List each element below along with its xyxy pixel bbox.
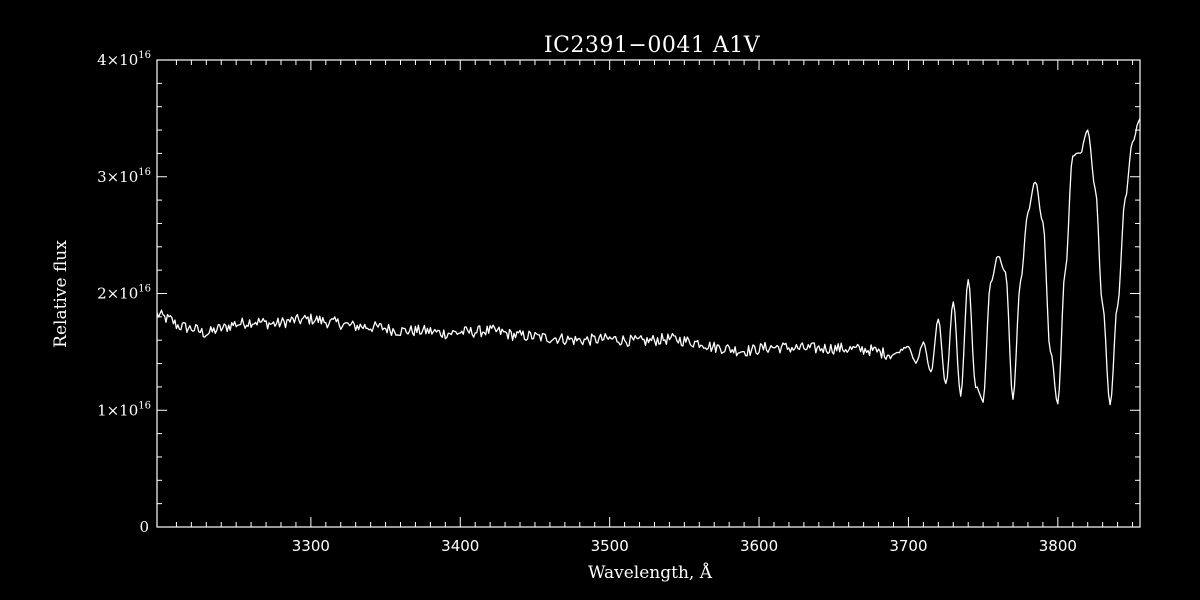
x-tick-label: 3300 [292, 537, 330, 555]
y-tick-exponent: 16 [138, 50, 151, 61]
x-axis-label: Wavelength, Å [588, 562, 713, 583]
y-tick-label: 1×1016 [97, 400, 151, 419]
x-tick-label: 3600 [740, 537, 778, 555]
y-tick-label: 4×1016 [97, 50, 151, 69]
series-line-0 [156, 118, 1141, 406]
y-tick-base: 3×10 [97, 168, 138, 186]
y-tick-base: 4×10 [97, 51, 138, 69]
x-tick-label: 3500 [591, 537, 629, 555]
x-tick-labels: 3300 3400 3500 3600 3700 3800 [292, 537, 1077, 555]
y-axis-label: Relative flux [51, 240, 71, 348]
y-tick-base: 1×10 [97, 401, 138, 419]
y-tick-label: 2×1016 [97, 284, 151, 303]
x-tick-label: 3700 [889, 537, 927, 555]
x-tick-label: 3800 [1039, 537, 1077, 555]
y-tick-label: 0 [139, 518, 149, 536]
y-tick-exponent: 16 [138, 167, 151, 178]
y-tick-exponent: 16 [138, 284, 151, 295]
chart-title: IC2391−0041 A1V [544, 33, 761, 58]
y-tick-exponent: 16 [138, 400, 151, 411]
axis-ticks [157, 59, 1140, 528]
series-layer [156, 118, 1141, 406]
y-tick-label: 3×1016 [97, 167, 151, 186]
x-tick-label: 3400 [441, 537, 479, 555]
y-tick-base: 2×10 [97, 285, 138, 303]
plot-frame [156, 59, 1141, 528]
